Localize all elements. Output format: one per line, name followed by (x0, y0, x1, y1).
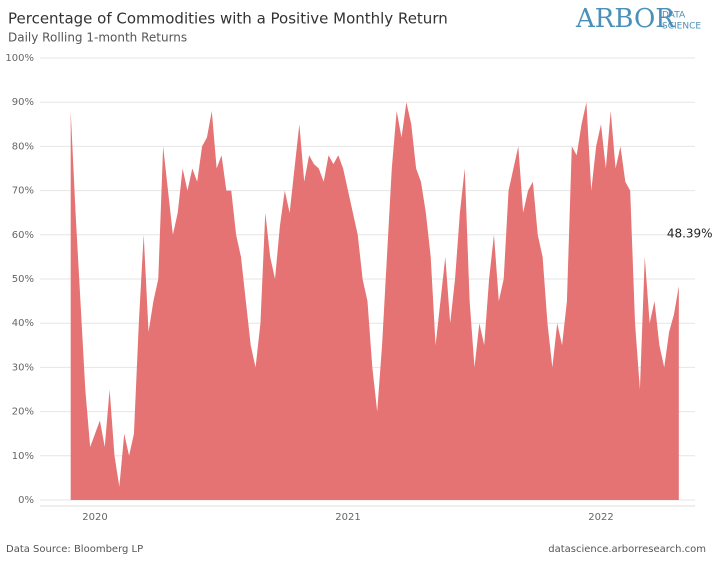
y-tick-label: 10% (12, 451, 34, 462)
logo-sub: DATA (662, 11, 686, 21)
y-tick-label: 70% (12, 186, 34, 197)
y-tick-label: 20% (12, 407, 34, 418)
chart-subtitle: Daily Rolling 1-month Returns (8, 31, 187, 45)
y-tick-label: 40% (12, 318, 34, 329)
y-tick-label: 90% (12, 97, 34, 108)
y-tick-label: 0% (18, 495, 34, 506)
chart-title: Percentage of Commodities with a Positiv… (8, 10, 448, 28)
source-note: Data Source: Bloomberg LP (6, 544, 143, 555)
x-tick-label: 2021 (335, 512, 360, 523)
logo-sub: SCIENCE (662, 22, 701, 32)
data-label: 48.39% (667, 227, 713, 241)
y-tick-label: 100% (5, 53, 34, 64)
logo-main: ARBOR (575, 4, 676, 34)
source-url: datascience.arborresearch.com (548, 544, 706, 555)
y-tick-label: 60% (12, 230, 34, 241)
x-tick-label: 2020 (82, 512, 107, 523)
y-tick-label: 80% (12, 141, 34, 152)
area (70, 102, 679, 500)
x-tick-label: 2022 (588, 512, 613, 523)
y-tick-label: 30% (12, 362, 34, 373)
plot-area: 0% 10% 20% 30% 40% 50% 60% 70% 80% 90% 100% 2020 202… (5, 53, 712, 523)
y-tick-label: 50% (12, 274, 34, 285)
